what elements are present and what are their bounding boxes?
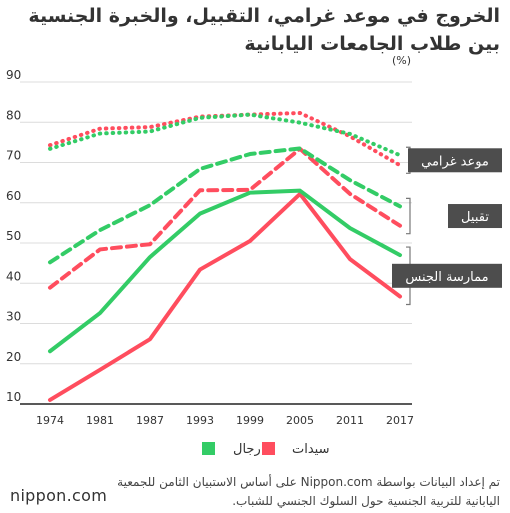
y-tick-label: 40	[6, 269, 21, 283]
x-tick-label: 2017	[386, 414, 414, 427]
series-line-men	[48, 188, 402, 354]
group-bracket	[406, 197, 411, 235]
group-label-box	[448, 204, 502, 229]
y-tick-label: 20	[6, 350, 21, 364]
x-tick-label: 1974	[36, 414, 64, 427]
group-label-box	[392, 263, 502, 288]
chart-title: الخروج في موعد غرامي، التقبيل، والخبرة ا…	[28, 5, 500, 55]
x-tick-label: 1981	[86, 414, 114, 427]
legend-label-women: سيدات	[292, 442, 330, 457]
x-tick-label: 1987	[136, 414, 164, 427]
brand-logo-text: nippon.com	[10, 486, 108, 505]
y-tick-label: 10	[6, 390, 21, 404]
line-chart: 10 20 30 40 50 60 70 80 90 (%) 1974 1981 1987 1993 199…	[6, 54, 502, 457]
x-tick-label: 2005	[286, 414, 314, 427]
y-tick-label: 50	[6, 229, 21, 243]
series-line-men	[48, 112, 402, 158]
group-label: تقبيل	[461, 210, 489, 225]
group-label: ممارسة الجنس	[405, 270, 488, 285]
group-label-box	[408, 148, 502, 173]
series-line-men	[48, 146, 402, 265]
source-note: تم إعداد البيانات بواسطة Nippon.com على …	[117, 475, 500, 508]
y-tick-label: 90	[6, 68, 21, 82]
series-line-women	[48, 146, 402, 290]
x-tick-label: 1993	[186, 414, 214, 427]
legend-label-men: رجال	[233, 442, 261, 457]
y-tick-label: 80	[6, 108, 21, 122]
y-tick-label: 70	[6, 149, 21, 163]
series-line-women	[48, 191, 402, 402]
group-label: موعد غرامي	[421, 154, 489, 169]
x-tick-label: 2011	[336, 414, 364, 427]
legend-swatch-women	[262, 442, 275, 455]
legend-swatch-men	[202, 442, 215, 455]
series-line-women	[48, 110, 402, 168]
y-unit-label: (%)	[392, 54, 411, 67]
x-tick-label: 1999	[236, 414, 264, 427]
y-tick-label: 30	[6, 310, 21, 324]
y-tick-label: 60	[6, 189, 21, 203]
